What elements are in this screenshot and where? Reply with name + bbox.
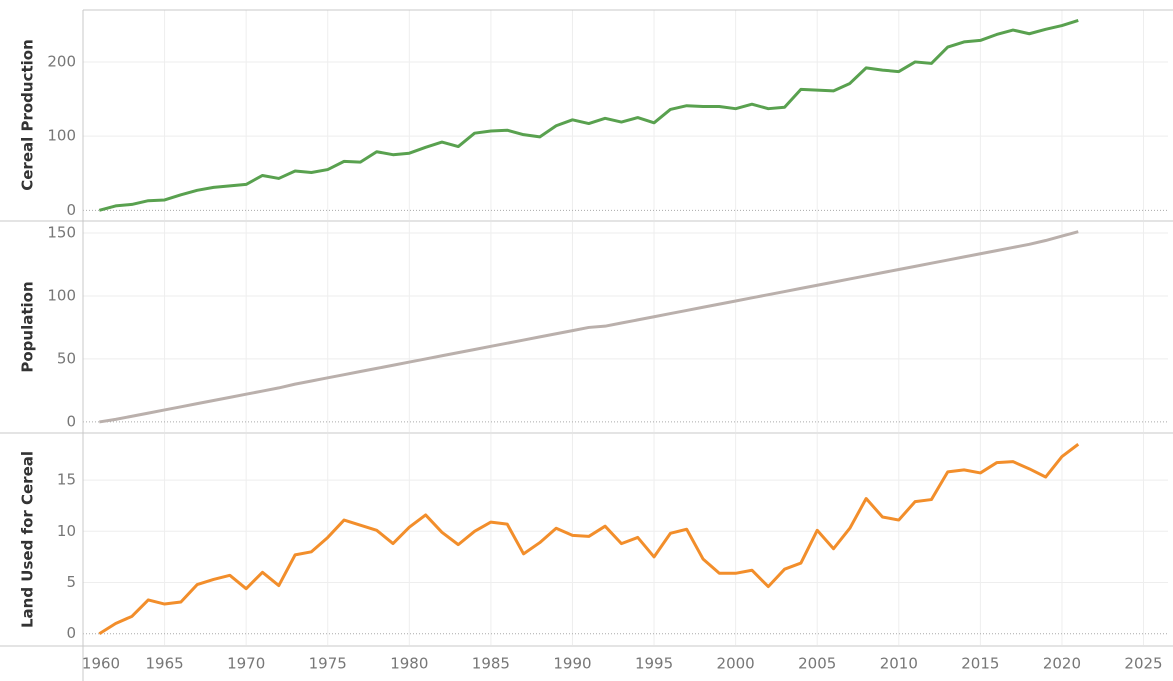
x-tick-label: 1995 [635,655,673,673]
y-tick-label: 200 [47,52,76,70]
x-tick-label: 1960 [82,655,120,673]
y-tick-label: 0 [66,412,76,430]
y-tick-label: 100 [47,286,76,304]
x-tick-label: 1970 [227,655,265,673]
y-tick-label: 0 [66,201,76,219]
x-tick-label: 1990 [553,655,591,673]
data-line [98,443,1080,636]
x-tick-label: 2005 [798,655,836,673]
x-tick-label: 2010 [880,655,918,673]
x-tick-label: 2000 [717,655,755,673]
y-tick-label: 0 [66,624,76,642]
x-tick-label: 2025 [1124,655,1162,673]
x-tick-label: 1975 [309,655,347,673]
y-axis-label: Cereal Production [19,39,37,191]
x-tick-label: 2020 [1043,655,1081,673]
y-axis-label: Population [19,281,37,372]
y-tick-label: 100 [47,127,76,145]
y-tick-label: 15 [57,471,76,489]
x-tick-label: 1985 [472,655,510,673]
x-tick-label: 1965 [145,655,183,673]
y-axis-label: Land Used for Cereal [19,451,37,628]
data-line [98,18,1079,212]
x-tick-label: 2015 [961,655,999,673]
data-line [99,230,1079,424]
y-tick-label: 10 [57,522,76,540]
y-tick-label: 5 [66,573,76,591]
y-tick-label: 50 [57,349,76,367]
x-tick-label: 1980 [390,655,428,673]
y-tick-label: 150 [47,223,76,241]
